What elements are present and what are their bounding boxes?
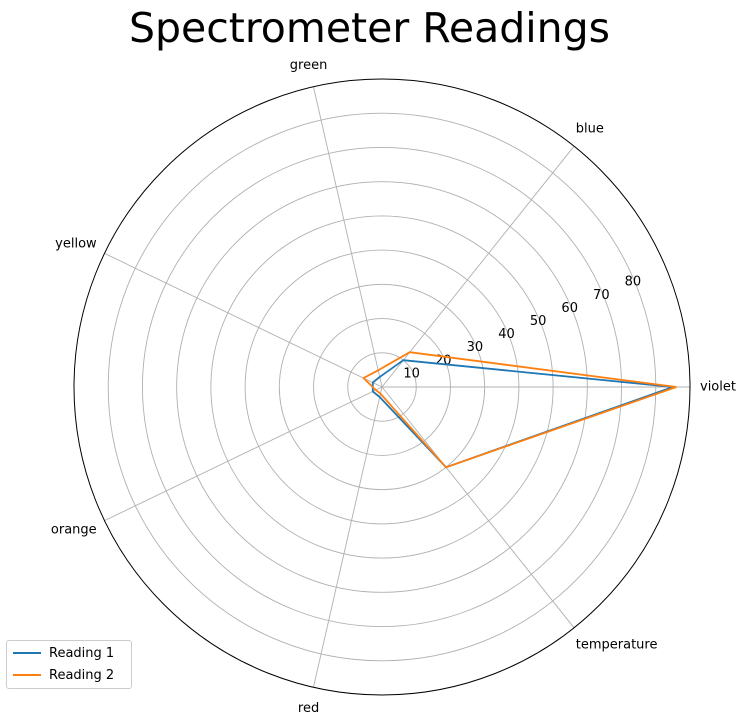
radial-tick-label-10: 10 [403,366,420,381]
category-label-green: green [290,58,328,73]
legend-item-reading-1: Reading 1 [13,644,114,662]
category-label-red: red [298,701,319,716]
category-label-yellow: yellow [55,236,97,251]
spoke-yellow [104,252,383,388]
series-line-reading-2 [362,351,677,469]
spoke-orange [104,386,383,522]
legend-item-reading-2: Reading 2 [13,666,114,684]
legend-label-reading-2: Reading 2 [49,667,115,683]
legend-swatch-reading-2 [13,674,41,676]
spoke-temperature [381,386,575,629]
radial-tick-label-70: 70 [593,288,610,303]
spoke-red [313,386,383,688]
legend-swatch-reading-1 [13,652,41,654]
spoke-blue [381,145,575,388]
category-label-orange: orange [51,523,97,538]
legend: Reading 1 Reading 2 [6,640,132,689]
outer-frame [73,78,691,696]
radial-tick-label-50: 50 [530,314,547,329]
spoke-green [313,86,383,388]
category-label-violet: violet [700,380,736,395]
radial-tick-label-60: 60 [561,301,578,316]
radial-tick-label-80: 80 [625,275,642,290]
chart-title: Spectrometer Readings [128,4,611,52]
radial-tick-label-30: 30 [467,340,484,355]
category-label-blue: blue [576,121,604,136]
legend-label-reading-1: Reading 1 [49,645,115,661]
radial-tick-label-40: 40 [498,327,515,342]
category-label-temperature: temperature [576,638,658,653]
